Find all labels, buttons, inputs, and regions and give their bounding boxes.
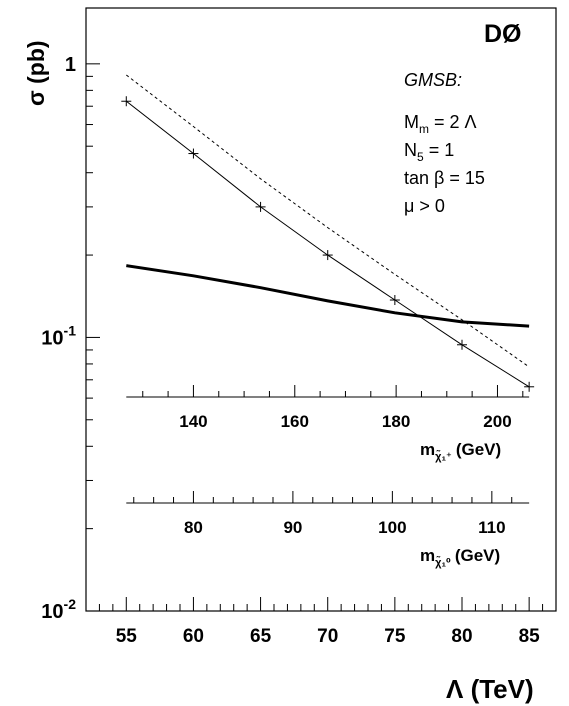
data-point-marker — [121, 96, 132, 107]
model-parameters: GMSB: Mm = 2 Λ N5 = 1 tan β = 15 μ > 0 — [404, 70, 485, 216]
data-point-marker — [457, 339, 467, 350]
model-parameter: μ > 0 — [404, 196, 445, 216]
x-tick-label: 75 — [384, 626, 406, 647]
y-tick-label: 1 — [65, 54, 76, 76]
series-line-thick — [126, 264, 530, 328]
mass-tick-label: 90 — [283, 518, 302, 537]
x-axis-title: Λ (TeV) — [446, 674, 534, 704]
mass-tick-label: 200 — [483, 412, 511, 431]
x-tick-label: 65 — [250, 626, 272, 647]
mass-tick-label: 140 — [179, 412, 207, 431]
secondary-axes: 140 160 180 200 mχ̃₁⁺ (GeV) 80 90 100 110 mχ̃₁⁰ (Ge… — [126, 385, 530, 569]
model-parameter: tan β = 15 — [404, 168, 485, 188]
x-tick-label: 70 — [317, 626, 338, 647]
data-point-marker — [188, 148, 199, 159]
axes: 55 60 65 70 75 80 85 1 10-1 10-2 — [41, 54, 544, 647]
series-line-dotted — [125, 74, 530, 368]
chargino-mass-axis: 140 160 180 200 mχ̃₁⁺ (GeV) — [126, 385, 530, 463]
y-axis-title: σ (pb) — [23, 40, 49, 106]
y-tick-label: 10-1 — [41, 322, 76, 349]
data-point-marker — [524, 381, 535, 392]
model-parameter: N5 = 1 — [404, 140, 454, 164]
x-tick-label: 55 — [116, 626, 138, 647]
mass-tick-label: 80 — [184, 518, 203, 537]
mass-tick-label: 110 — [478, 518, 505, 537]
mass-tick-label: 100 — [378, 518, 406, 537]
model-heading: GMSB: — [404, 70, 462, 90]
mass-tick-label: 180 — [382, 412, 410, 431]
chart-title: DØ — [484, 20, 522, 48]
mass-tick-label: 160 — [281, 412, 309, 431]
data-point-marker — [255, 201, 266, 212]
mass-axis-title: mχ̃₁⁰ (GeV) — [420, 546, 500, 569]
data-point-marker — [322, 250, 333, 261]
y-tick-label: 10-2 — [41, 596, 76, 623]
series-line-thin-with-markers — [125, 100, 530, 388]
x-tick-label: 80 — [451, 626, 472, 647]
mass-axis-title: mχ̃₁⁺ (GeV) — [420, 440, 501, 463]
model-parameter: Mm = 2 Λ — [404, 112, 477, 136]
data-point-marker — [389, 295, 400, 306]
x-tick-label: 60 — [183, 626, 204, 647]
series-group — [121, 74, 535, 392]
neutralino-mass-axis: 80 90 100 110 mχ̃₁⁰ (GeV) — [126, 491, 530, 569]
x-tick-label: 85 — [519, 626, 541, 647]
plot-frame — [85, 7, 557, 612]
